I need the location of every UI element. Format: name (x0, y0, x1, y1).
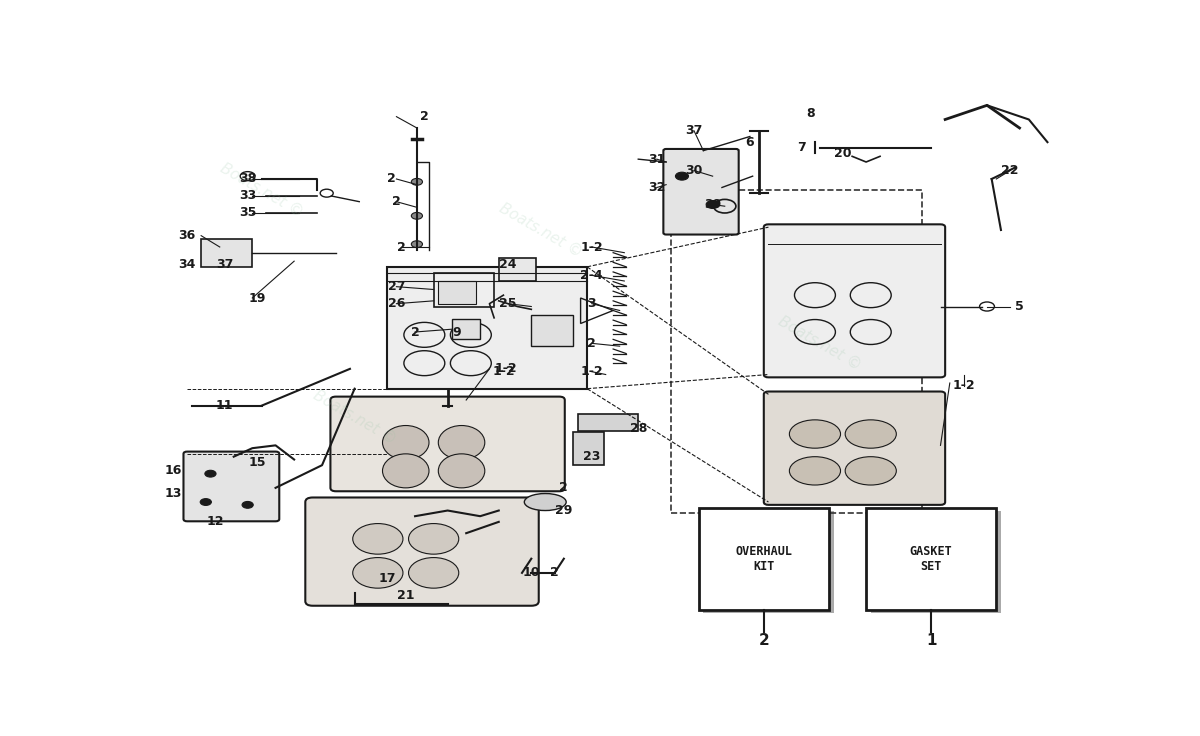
Text: 7: 7 (797, 141, 805, 155)
Bar (532, 315, 574, 346)
Text: 2: 2 (397, 241, 406, 253)
FancyBboxPatch shape (305, 498, 539, 606)
Text: 20: 20 (834, 147, 852, 160)
Text: Boats.net ©: Boats.net © (775, 314, 864, 373)
Circle shape (205, 470, 216, 477)
FancyBboxPatch shape (764, 224, 946, 378)
Text: 25: 25 (499, 297, 517, 310)
Text: 36: 36 (179, 229, 196, 242)
Circle shape (676, 172, 689, 180)
Circle shape (412, 178, 422, 185)
Text: GASKET
SET: GASKET SET (910, 545, 953, 573)
Ellipse shape (845, 456, 896, 485)
Text: 2: 2 (392, 195, 401, 208)
Bar (452, 319, 480, 339)
Text: 35: 35 (239, 207, 257, 219)
Ellipse shape (524, 494, 566, 511)
Text: 16: 16 (164, 464, 182, 478)
Bar (202, 238, 252, 267)
Text: 1-2: 1-2 (494, 362, 517, 375)
Text: 24: 24 (499, 258, 517, 271)
Text: 1: 1 (926, 634, 936, 648)
FancyBboxPatch shape (698, 508, 829, 609)
Bar (578, 414, 638, 431)
Text: 2: 2 (559, 481, 569, 495)
Text: 19: 19 (248, 291, 265, 305)
Circle shape (412, 241, 422, 247)
Text: 10: 10 (522, 567, 540, 579)
Text: 2: 2 (587, 337, 596, 350)
Text: Boats.net ©: Boats.net © (217, 160, 306, 220)
Bar (388, 267, 587, 389)
Bar (499, 258, 536, 281)
Bar (671, 191, 922, 514)
Circle shape (408, 523, 458, 554)
Ellipse shape (383, 454, 430, 488)
Text: Boats.net ©: Boats.net © (497, 200, 584, 260)
Text: 27: 27 (388, 280, 406, 293)
Text: 15: 15 (248, 456, 265, 469)
Ellipse shape (790, 420, 840, 448)
Text: 2-4: 2-4 (581, 269, 604, 282)
Text: 2: 2 (410, 325, 420, 339)
FancyBboxPatch shape (764, 392, 946, 505)
Ellipse shape (845, 420, 896, 448)
Text: 39: 39 (704, 198, 721, 211)
Text: 29: 29 (556, 504, 572, 517)
Circle shape (408, 558, 458, 588)
FancyBboxPatch shape (330, 397, 565, 491)
Text: 2: 2 (550, 567, 559, 579)
Text: 1-2: 1-2 (581, 365, 604, 378)
FancyBboxPatch shape (866, 508, 996, 609)
FancyBboxPatch shape (703, 511, 834, 612)
Text: 6: 6 (745, 135, 754, 149)
FancyBboxPatch shape (184, 452, 280, 521)
Text: 30: 30 (685, 164, 703, 177)
Text: 21: 21 (397, 589, 414, 602)
Text: OVERHAUL
KIT: OVERHAUL KIT (736, 545, 792, 573)
Text: 2: 2 (388, 172, 396, 185)
Text: 33: 33 (239, 189, 257, 202)
Text: 32: 32 (648, 181, 666, 194)
Text: 1-2: 1-2 (953, 379, 976, 392)
Text: 2: 2 (420, 110, 428, 123)
Text: 13: 13 (164, 487, 182, 500)
Text: 31: 31 (648, 152, 666, 166)
Bar (574, 432, 604, 465)
Text: 34: 34 (179, 258, 196, 271)
Text: 28: 28 (630, 422, 647, 435)
Text: 8: 8 (806, 107, 815, 120)
Text: 22: 22 (1002, 164, 1019, 177)
Circle shape (706, 200, 719, 208)
Ellipse shape (438, 425, 485, 459)
Text: 17: 17 (378, 572, 396, 585)
Circle shape (353, 523, 403, 554)
Text: 1-2: 1-2 (492, 365, 515, 378)
Text: 2: 2 (758, 634, 769, 648)
Text: 26: 26 (388, 297, 406, 310)
Text: 37: 37 (685, 124, 703, 138)
Circle shape (412, 213, 422, 219)
Bar (438, 281, 475, 304)
Ellipse shape (438, 454, 485, 488)
Circle shape (353, 558, 403, 588)
FancyBboxPatch shape (871, 511, 1001, 612)
Ellipse shape (790, 456, 840, 485)
Text: 5: 5 (1015, 300, 1024, 313)
Circle shape (242, 501, 253, 509)
Text: 12: 12 (206, 515, 224, 528)
Text: 3: 3 (588, 297, 596, 310)
Text: 37: 37 (216, 258, 233, 271)
Text: 9: 9 (452, 325, 461, 339)
Text: 38: 38 (239, 172, 257, 185)
Text: 11: 11 (216, 399, 233, 412)
Text: 1-2: 1-2 (581, 241, 604, 253)
Ellipse shape (383, 425, 430, 459)
Text: 23: 23 (583, 450, 600, 463)
Circle shape (200, 498, 211, 506)
Text: Boats.net ©: Boats.net © (311, 387, 398, 447)
FancyBboxPatch shape (664, 149, 739, 235)
Bar (433, 272, 494, 306)
